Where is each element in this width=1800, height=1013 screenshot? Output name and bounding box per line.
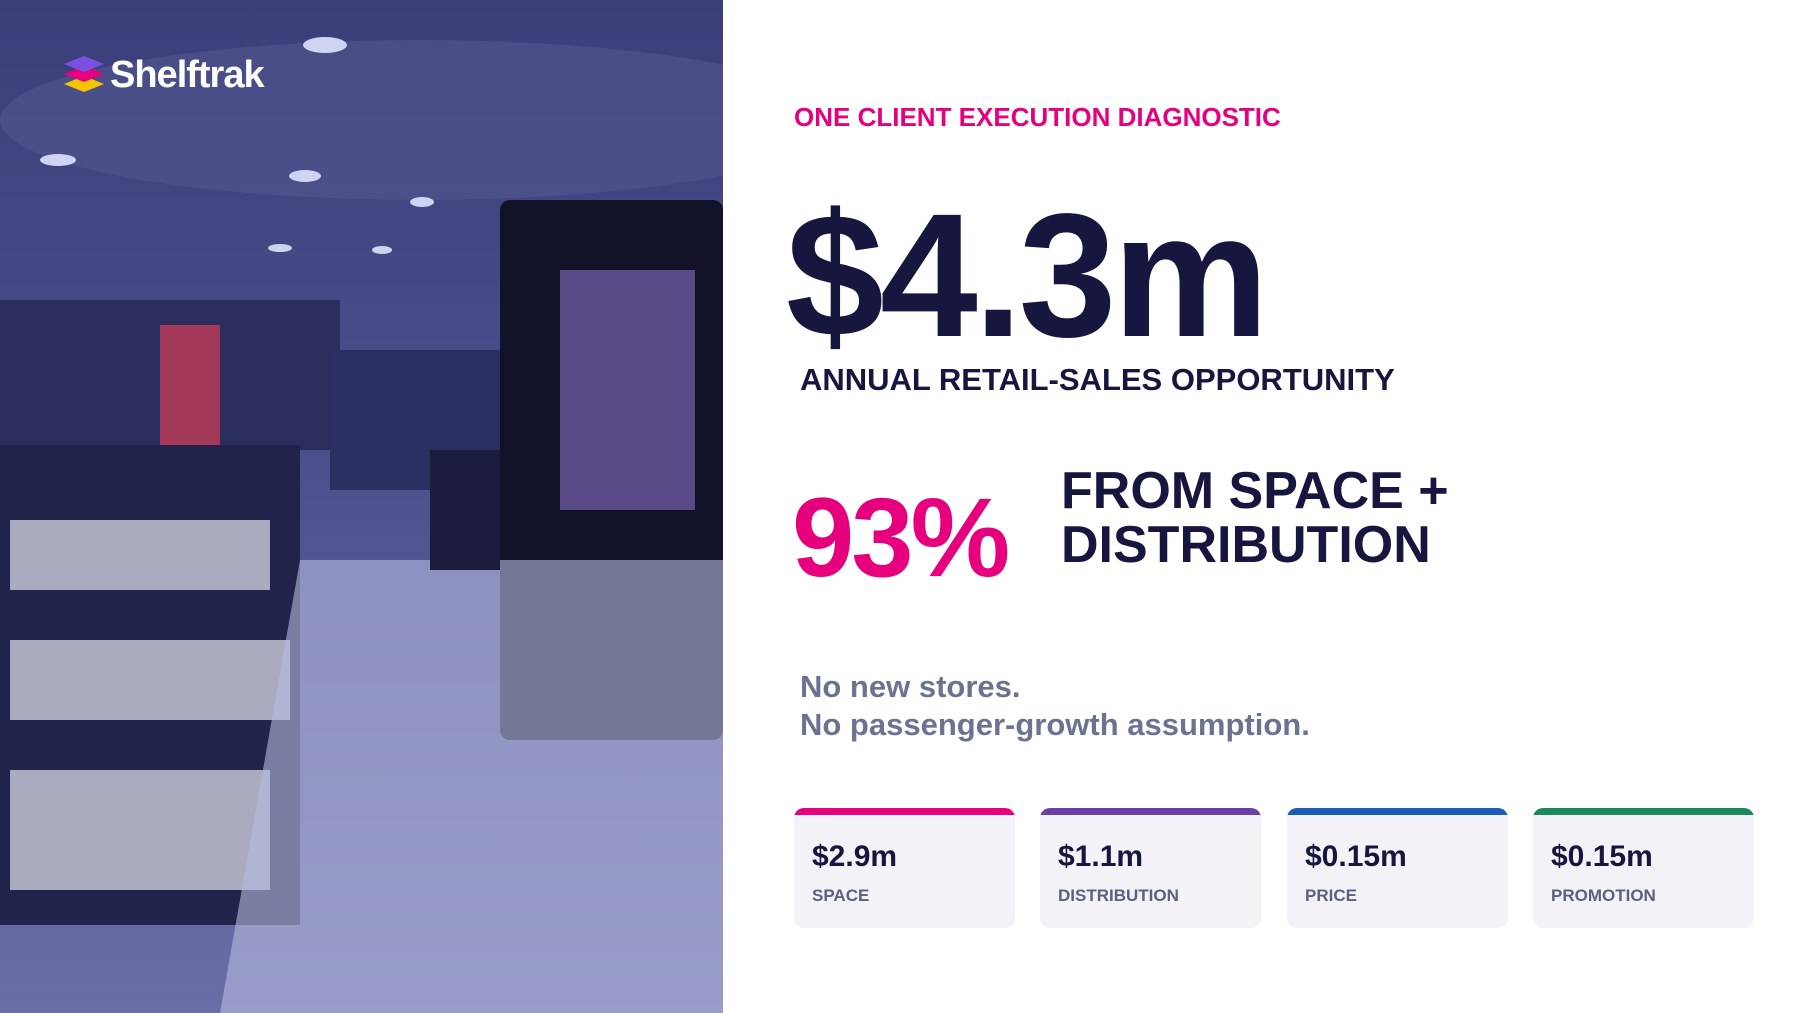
card-value: $0.15m <box>1305 840 1407 873</box>
share-line: DISTRIBUTION <box>1061 516 1431 574</box>
card-accent <box>794 808 1015 815</box>
metric-card: $0.15m PRICE <box>1287 808 1508 928</box>
card-value: $1.1m <box>1058 840 1144 873</box>
card-label: PROMOTION <box>1551 886 1656 905</box>
card-label: PRICE <box>1305 886 1357 905</box>
metric-card: $1.1m DISTRIBUTION <box>1040 808 1261 928</box>
share-caption: FROM SPACE + DISTRIBUTION <box>1061 464 1449 572</box>
note: No new stores. <box>800 669 1021 704</box>
share-line: FROM SPACE + <box>1061 462 1449 520</box>
notes: No new stores. No passenger-growth assum… <box>800 668 1310 744</box>
metric-card: $0.15m PROMOTION <box>1533 808 1754 928</box>
metric-card: $2.9m SPACE <box>794 808 1015 928</box>
note: No passenger-growth assumption. <box>800 707 1310 742</box>
card-accent <box>1287 808 1508 815</box>
card-accent <box>1533 808 1754 815</box>
share-value: 93% <box>792 475 1010 600</box>
brand-name: Shelftrak <box>110 54 265 96</box>
card-value: $0.15m <box>1551 840 1653 873</box>
eyebrow: ONE CLIENT EXECUTION DIAGNOSTIC <box>794 102 1281 132</box>
headline-value: $4.3m <box>786 178 1269 374</box>
card-accent <box>1040 808 1261 815</box>
logo-icon <box>64 56 104 92</box>
headline-caption: ANNUAL RETAIL-SALES OPPORTUNITY <box>800 362 1395 397</box>
store-photo <box>0 0 723 1013</box>
card-label: DISTRIBUTION <box>1058 886 1179 905</box>
card-value: $2.9m <box>812 840 898 873</box>
card-label: SPACE <box>812 886 870 905</box>
